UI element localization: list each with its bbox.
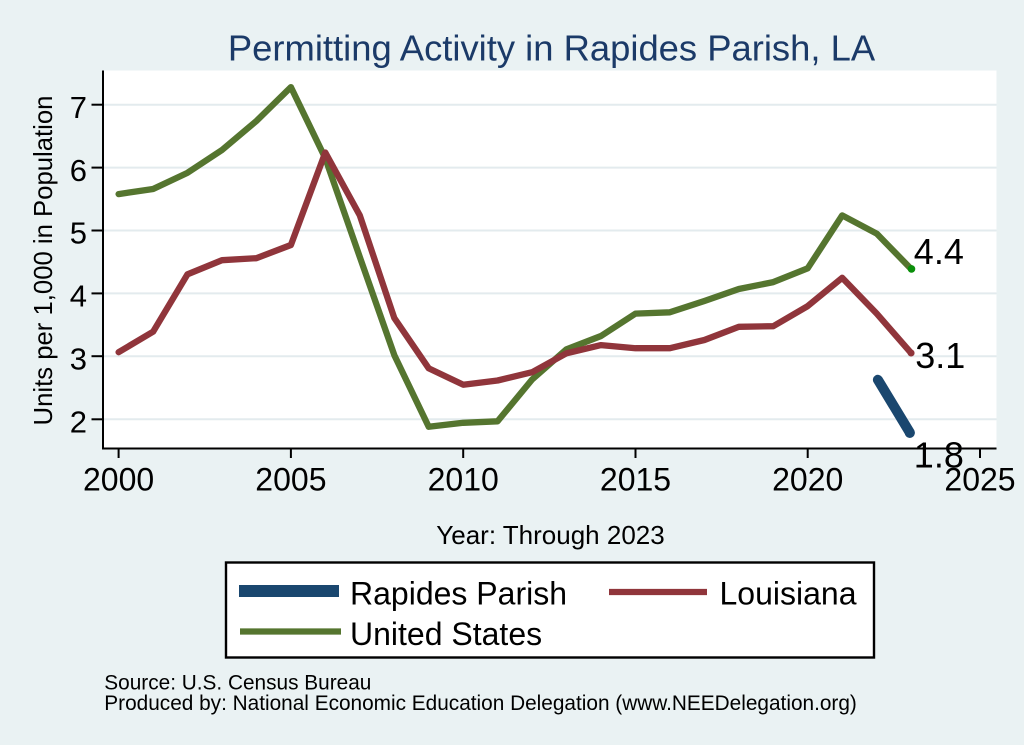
svg-text:7: 7 [70,90,87,125]
svg-text:Rapides Parish: Rapides Parish [350,576,567,612]
svg-text:2: 2 [70,405,87,440]
svg-text:Produced by: National Economic: Produced by: National Economic Education… [104,692,857,715]
svg-text:2020: 2020 [772,462,843,498]
svg-text:3.1: 3.1 [915,335,965,376]
svg-text:4: 4 [70,279,87,314]
svg-text:2015: 2015 [600,462,671,498]
svg-text:1.8: 1.8 [914,435,964,476]
svg-text:Units per 1,000 in Population: Units per 1,000 in Population [30,96,58,426]
svg-text:3: 3 [70,341,87,376]
svg-text:Permitting Activity in Rapides: Permitting Activity in Rapides Parish, L… [228,28,876,69]
svg-text:6: 6 [70,153,87,188]
svg-text:4.4: 4.4 [914,231,964,272]
svg-text:2010: 2010 [428,462,499,498]
svg-text:2025: 2025 [944,462,1015,498]
svg-text:5: 5 [70,216,87,251]
svg-text:Louisiana: Louisiana [720,576,857,612]
svg-text:2005: 2005 [255,462,326,498]
svg-text:United States: United States [350,616,542,652]
svg-text:Year: Through 2023: Year: Through 2023 [436,520,664,550]
svg-text:Source: U.S. Census Bureau: Source: U.S. Census Bureau [104,672,371,695]
svg-text:2000: 2000 [83,462,154,498]
